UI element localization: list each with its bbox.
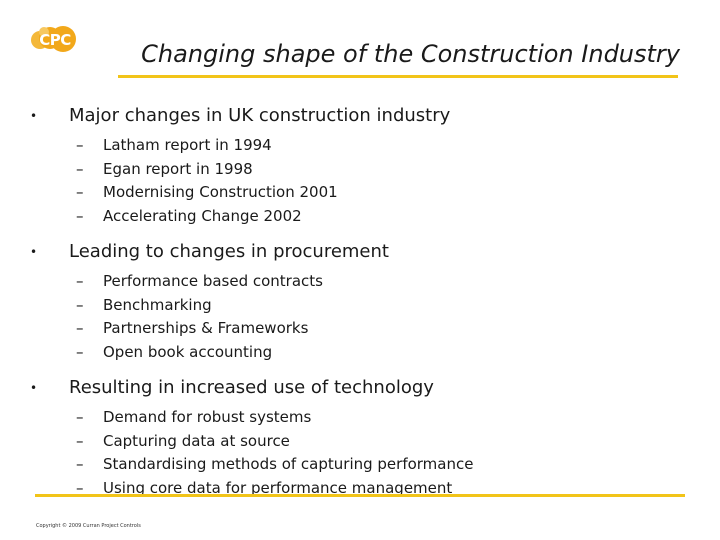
list-item-text: Performance based contracts <box>103 272 323 290</box>
list-item: – Standardising methods of capturing perf… <box>30 453 700 477</box>
list-item-text: Open book accounting <box>103 342 273 361</box>
section-heading-text: Major changes in UK construction industr… <box>69 105 451 126</box>
dash-icon: – <box>76 183 84 201</box>
list-item-text: Using core data for performance manageme… <box>103 478 453 497</box>
list-item-text: Latham report in 1994 <box>103 136 272 154</box>
dash-icon: – <box>76 159 84 178</box>
list-item-text: Capturing data at source <box>103 431 290 450</box>
bullet-section-heading: • Leading to changes in procurement <box>30 238 700 266</box>
list-item: – Modernising Construction 2001 <box>30 181 700 205</box>
dash-icon: – <box>76 431 84 450</box>
dash-icon: – <box>76 408 84 426</box>
bullet-icon: • <box>30 381 38 395</box>
list-item-text: Accelerating Change 2002 <box>103 206 302 225</box>
list-item: – Open book accounting <box>30 341 700 365</box>
list-item: – Using core data for performance managem… <box>30 477 700 501</box>
copyright-footer: Copyright © 2009 Curran Project Controls <box>36 523 141 529</box>
list-item: – Performance based contracts <box>30 270 700 294</box>
dash-icon: – <box>76 272 84 290</box>
list-item: – Benchmarking <box>30 294 700 318</box>
list-item-text: Benchmarking <box>103 295 212 314</box>
dash-icon: – <box>76 319 84 337</box>
footer-divider <box>35 494 685 497</box>
dash-icon: – <box>76 455 84 473</box>
cpc-logo: CPC <box>30 20 80 60</box>
slide-title: Changing shape of the Construction Indus… <box>141 40 680 68</box>
dash-icon: – <box>76 136 84 154</box>
list-item: – Capturing data at source <box>30 430 700 454</box>
dash-icon: – <box>76 478 84 497</box>
bullet-content: • Major changes in UK construction indust… <box>30 102 700 510</box>
bullet-section-heading: • Major changes in UK construction indust… <box>30 102 700 130</box>
sub-bullet-list: – Demand for robust systems – Capturing dat… <box>30 406 700 500</box>
section-heading-text: Resulting in increased use of technology <box>69 377 434 398</box>
dash-icon: – <box>76 342 84 361</box>
list-item: – Latham report in 1994 <box>30 134 700 158</box>
bullet-icon: • <box>30 245 38 259</box>
list-item-text: Modernising Construction 2001 <box>103 183 338 201</box>
sub-bullet-list: – Latham report in 1994– Egan report in 19… <box>30 134 700 228</box>
list-item: – Partnerships & Frameworks <box>30 317 700 341</box>
list-item-text: Standardising methods of capturing perfo… <box>103 455 474 473</box>
dash-icon: – <box>76 295 84 314</box>
list-item: – Egan report in 1998 <box>30 158 700 182</box>
dash-icon: – <box>76 206 84 225</box>
section-heading-text: Leading to changes in procurement <box>69 241 389 262</box>
list-item: – Demand for robust systems <box>30 406 700 430</box>
bullet-icon: • <box>30 109 38 123</box>
list-item-text: Demand for robust systems <box>103 408 312 426</box>
bullet-section-heading: • Resulting in increased use of technolog… <box>30 374 700 402</box>
sub-bullet-list: – Performance based contracts – Benchmarkin… <box>30 270 700 364</box>
list-item: – Accelerating Change 2002 <box>30 205 700 229</box>
logo-text: CPC <box>39 31 71 49</box>
cpc-logo-graphic: CPC <box>31 26 76 52</box>
list-item-text: Partnerships & Frameworks <box>103 319 309 337</box>
list-item-text: Egan report in 1998 <box>103 159 253 178</box>
title-underline <box>118 75 678 78</box>
